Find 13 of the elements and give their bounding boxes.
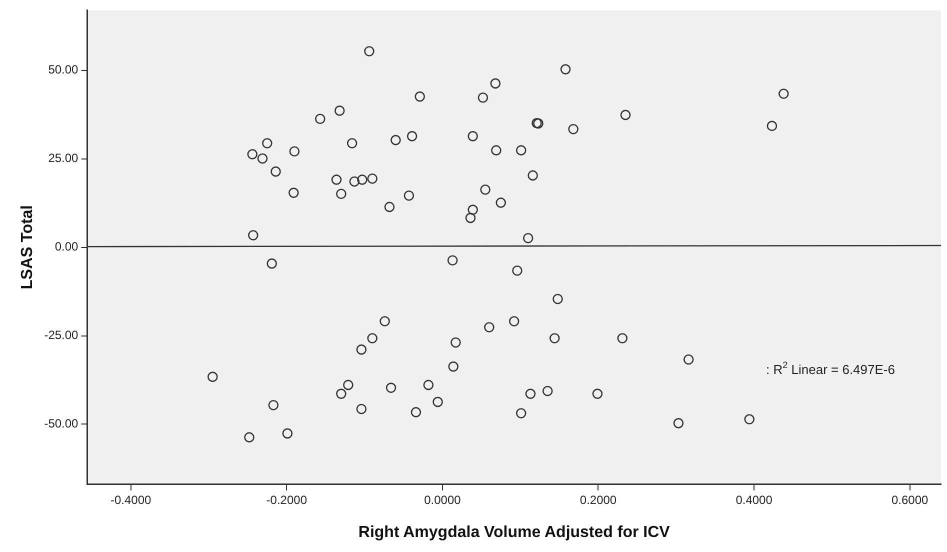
y-tick-label: -50.00 bbox=[44, 416, 79, 431]
x-tick-label: -0.4000 bbox=[110, 492, 152, 507]
y-axis-title: LSAS Total bbox=[19, 205, 36, 290]
y-tick-label: 25.00 bbox=[48, 151, 79, 166]
y-tick-label: 50.00 bbox=[48, 62, 79, 77]
x-tick-label: 0.0000 bbox=[424, 492, 462, 507]
x-tick-label: 0.6000 bbox=[891, 492, 929, 507]
x-axis-title: Right Amygdala Volume Adjusted for ICV bbox=[358, 524, 670, 541]
x-tick-label: 0.2000 bbox=[580, 492, 617, 507]
y-tick-label: -25.00 bbox=[44, 328, 79, 342]
x-tick-label: 0.4000 bbox=[736, 492, 773, 507]
y-tick-label: 0.00 bbox=[54, 240, 79, 254]
x-tick-label: -0.2000 bbox=[266, 492, 308, 507]
